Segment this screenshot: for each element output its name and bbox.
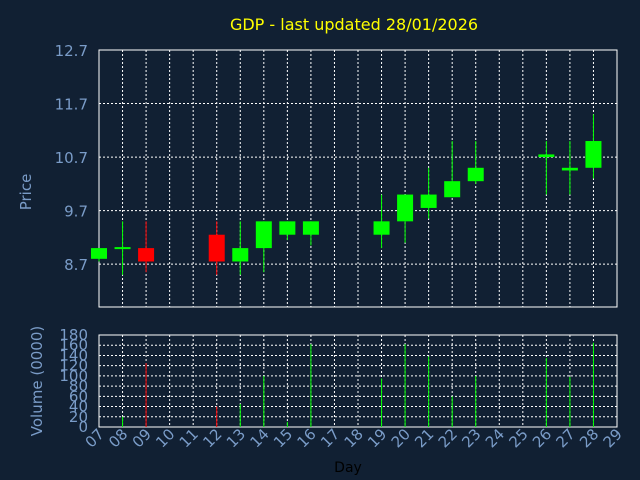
candle-body — [538, 154, 555, 158]
volume-tick-label: 140 — [59, 346, 88, 364]
x-tick-label: 17 — [317, 425, 343, 451]
x-tick-label: 28 — [576, 425, 602, 451]
volume-tick-label: 0 — [78, 418, 88, 436]
x-tick-label: 13 — [223, 425, 249, 451]
volume-tick-label: 20 — [69, 408, 88, 426]
x-tick-label: 14 — [246, 425, 272, 451]
x-tick-label: 25 — [505, 425, 531, 451]
x-tick-label: 11 — [176, 425, 202, 451]
price-tick-label: 9.7 — [64, 203, 88, 221]
volume-tick-label: 40 — [69, 398, 88, 416]
volume-tick-label: 180 — [59, 326, 88, 344]
candle-body — [467, 167, 484, 182]
candle-body — [208, 234, 225, 262]
x-tick-label: 09 — [129, 425, 155, 451]
candle-body — [561, 167, 578, 171]
volume-axis-label: Volume (0000) — [28, 326, 46, 436]
price-axis-label: Price — [17, 174, 35, 211]
x-tick-label: 26 — [529, 425, 555, 451]
x-tick-label: 16 — [294, 425, 320, 451]
candle-body — [585, 141, 602, 168]
candle-body — [397, 194, 414, 222]
volume-tick-label: 80 — [69, 377, 88, 395]
x-tick-label: 19 — [364, 425, 390, 451]
x-tick-label: 27 — [553, 425, 579, 451]
volume-tick-label: 100 — [59, 367, 88, 385]
price-panel: 8.7 9.7 10.7 11.7 12.7 — [55, 42, 618, 308]
candle-body — [91, 248, 107, 259]
candle-body — [232, 248, 249, 262]
candle-body — [302, 221, 319, 235]
price-tick-label: 12.7 — [55, 42, 88, 60]
price-tick-label: 8.7 — [64, 256, 88, 274]
candle-body — [138, 248, 155, 262]
candle-body — [444, 181, 461, 198]
volume-panel: 0204060801001201401601800708091011121314… — [59, 326, 625, 451]
x-tick-label: 08 — [105, 425, 131, 451]
price-tick-label: 10.7 — [55, 149, 88, 167]
x-tick-label: 21 — [411, 425, 437, 451]
x-tick-label: 24 — [482, 425, 508, 451]
x-tick-label: 29 — [600, 425, 626, 451]
x-tick-label: 20 — [388, 425, 414, 451]
volume-tick-label: 60 — [69, 387, 88, 405]
x-tick-label: 12 — [199, 425, 225, 451]
x-tick-label: 22 — [435, 425, 461, 451]
volume-tick-label: 160 — [59, 336, 88, 354]
chart-title: GDP - last updated 28/01/2026 — [230, 15, 478, 34]
x-axis-label: Day — [334, 460, 362, 476]
candle-body — [255, 221, 272, 249]
candle-body — [373, 221, 390, 235]
candle-body — [279, 221, 296, 235]
x-tick-label: 15 — [270, 425, 296, 451]
x-tick-label: 23 — [458, 425, 484, 451]
price-tick-label: 11.7 — [55, 96, 88, 114]
candle-body — [114, 247, 131, 250]
volume-tick-label: 120 — [59, 357, 88, 375]
candle-body — [420, 194, 437, 208]
x-tick-label: 18 — [341, 425, 367, 451]
x-tick-label: 10 — [152, 425, 178, 451]
